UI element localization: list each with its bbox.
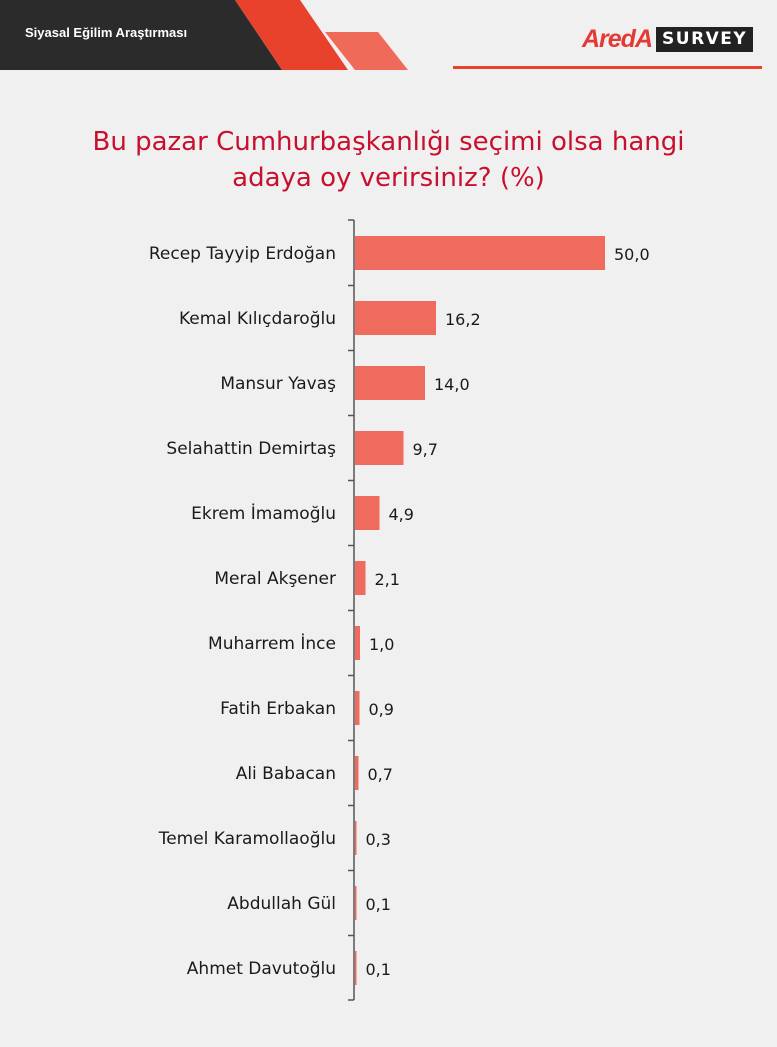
category-label: Mansur Yavaş [220,374,336,394]
header-bar: Siyasal Eğilim Araştırması AredA SURVEY [0,0,777,70]
header-red-stripe [235,0,348,70]
bar [355,236,605,270]
logo-brand-text: AredA [582,25,653,53]
category-label: Fatih Erbakan [220,699,336,719]
bar [355,301,436,335]
category-label: Ali Babacan [236,764,336,784]
value-label: 0,3 [366,830,391,849]
value-label: 2,1 [375,570,400,589]
bar [355,821,357,855]
chart-title-line-1: Bu pazar Cumhurbaşkanlığı seçimi olsa ha… [92,127,685,157]
category-label: Abdullah Gül [227,894,336,914]
bar [355,496,380,530]
logo-survey-text: SURVEY [656,26,754,52]
value-label: 0,7 [368,765,393,784]
value-label: 0,9 [369,700,394,719]
header-light-stripe [325,32,408,70]
category-label: Kemal Kılıçdaroğlu [179,309,336,329]
category-label: Ekrem İmamoğlu [191,503,336,524]
bar [355,886,357,920]
header-dark-panel [0,0,282,70]
category-label: Muharrem İnce [208,633,336,654]
chart-title-line-2: adaya oy verirsiniz? (%) [232,163,545,193]
value-label: 9,7 [413,440,438,459]
category-label: Recep Tayyip Erdoğan [149,244,336,264]
value-label: 0,1 [366,895,391,914]
bar [355,951,357,985]
category-label: Selahattin Demirtaş [166,439,336,459]
bar [355,366,425,400]
value-label: 14,0 [434,375,470,394]
survey-name: Siyasal Eğilim Araştırması [25,25,188,40]
value-label: 1,0 [369,635,394,654]
brand-logo: AredA SURVEY [582,24,754,54]
value-label: 0,1 [366,960,391,979]
bar [355,756,359,790]
bar [355,626,360,660]
value-label: 50,0 [614,245,650,264]
value-label: 16,2 [445,310,481,329]
category-label: Meral Akşener [214,569,336,589]
bar [355,691,360,725]
header-graphic [0,0,762,70]
chart-title: Bu pazar Cumhurbaşkanlığı seçimi olsa ha… [40,124,737,196]
bar [355,561,366,595]
bar [355,431,404,465]
header-underline [453,66,762,69]
category-label: Ahmet Davutoğlu [187,959,336,979]
category-label: Temel Karamollaoğlu [158,829,336,849]
value-label: 4,9 [389,505,414,524]
